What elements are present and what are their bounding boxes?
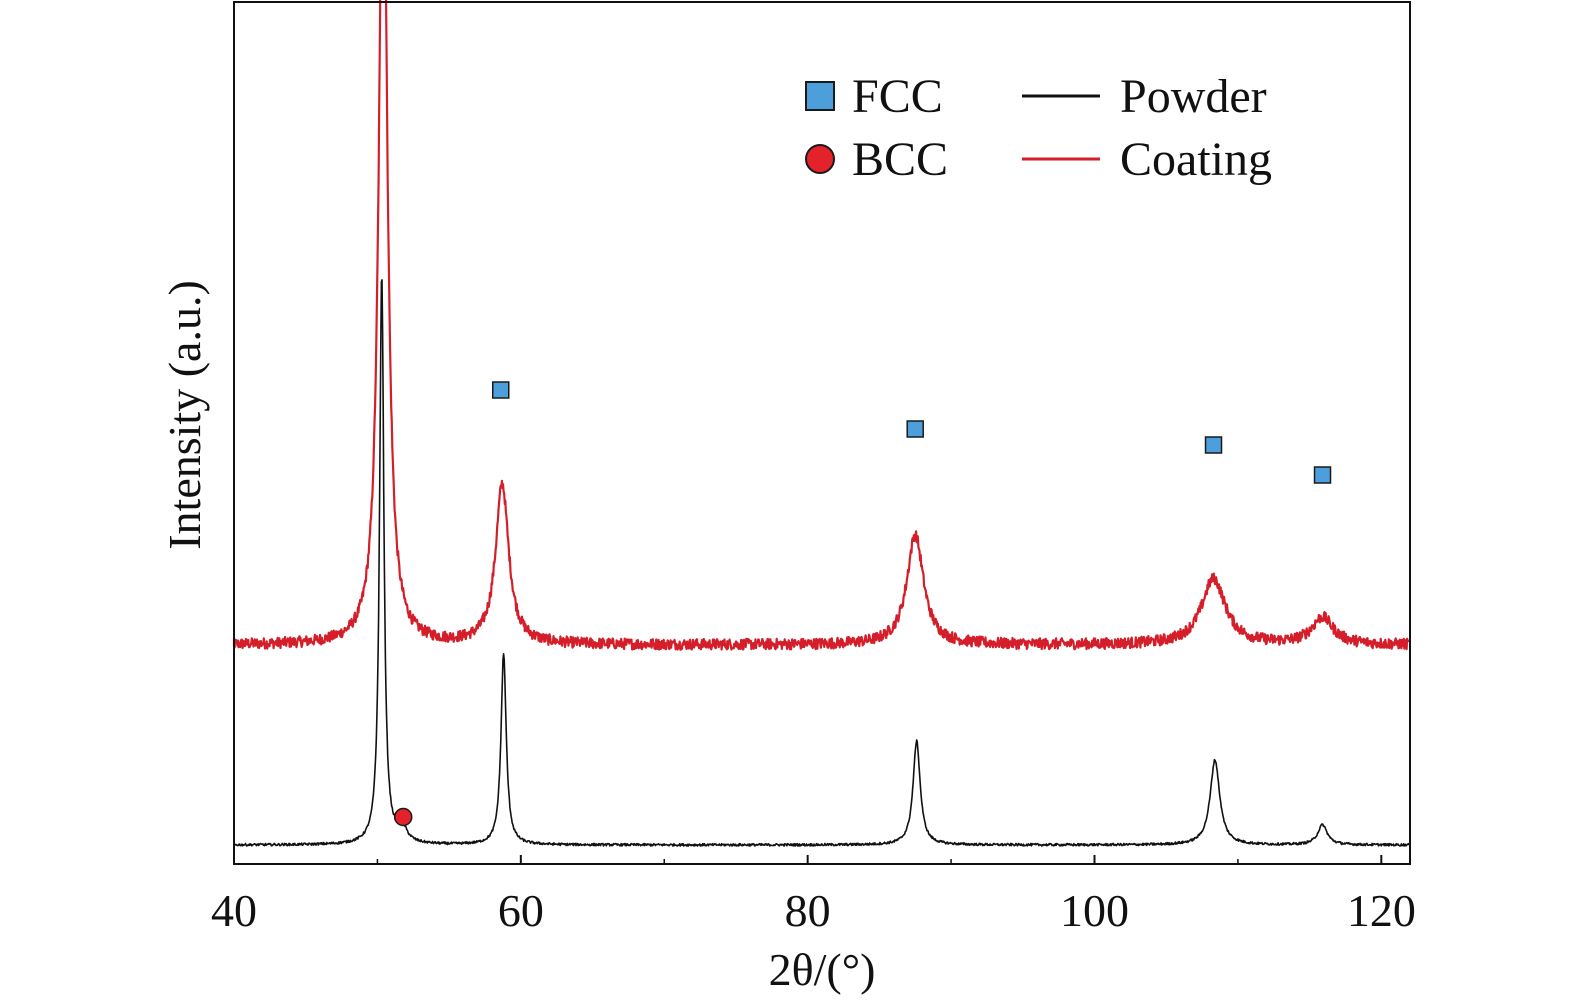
x-axis: 40 60 80 100 120 [211,855,1416,936]
x-tick-label-100: 100 [1060,885,1129,936]
legend-label-bcc: BCC [852,133,948,186]
x-tick-label-60: 60 [498,885,544,936]
legend-label-coating: Coating [1120,133,1272,186]
fcc-marker-1 [492,381,510,399]
x-tick-label-120: 120 [1347,885,1416,936]
x-tick-label-80: 80 [785,885,831,936]
legend: FCC BCC Powder Coating [805,70,1272,186]
fcc-marker-3 [1204,436,1223,454]
series-line-coating [232,0,1410,651]
legend-label-fcc: FCC [852,70,943,123]
legend-bcc-icon [805,144,835,174]
legend-label-powder: Powder [1120,70,1267,123]
x-tick-label-40: 40 [211,885,257,936]
y-axis-label: Intensity (a.u.) [159,280,210,550]
plot-frame [233,1,1411,865]
x-axis-label: 2θ/(°) [769,944,876,995]
phase-markers [393,381,1332,827]
fcc-marker-2 [906,420,924,438]
bcc-marker-5 [393,807,413,827]
plot-series [232,0,1410,847]
series-line-powder [233,279,1410,847]
legend-fcc-icon [805,81,835,111]
fcc-marker-4 [1313,466,1332,484]
